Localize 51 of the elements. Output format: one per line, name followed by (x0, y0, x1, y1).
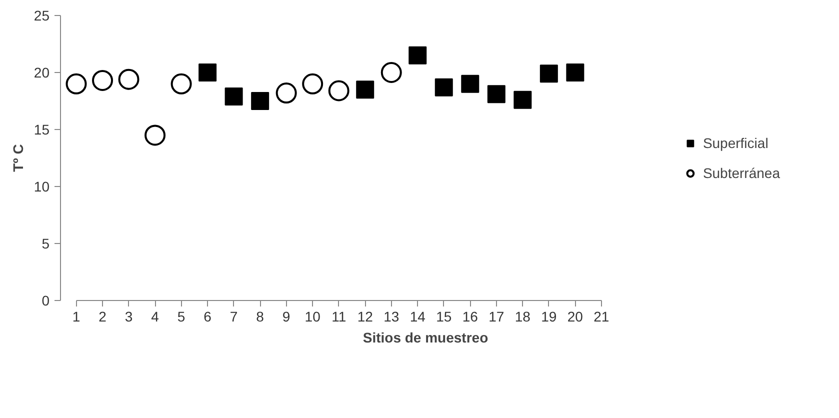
point (224, 87, 243, 106)
x-tick-label: 14 (410, 308, 426, 324)
x-tick-label: 16 (462, 308, 478, 324)
x-tick-label: 15 (436, 308, 452, 324)
x-tick-label: 7 (230, 308, 238, 324)
x-tick-label: 9 (282, 308, 290, 324)
y-tick-label: 5 (42, 236, 50, 252)
y-tick-label: 25 (34, 8, 50, 24)
point (434, 78, 453, 96)
point (251, 92, 270, 110)
point (487, 85, 506, 104)
legend-label: Subterránea (702, 164, 780, 180)
x-tick-label: 11 (332, 308, 346, 324)
point (408, 46, 427, 64)
y-tick-label: 0 (42, 292, 50, 308)
point (198, 64, 217, 82)
x-tick-label: 20 (567, 308, 584, 324)
x-tick-label: 10 (304, 308, 321, 324)
point (461, 74, 480, 93)
x-tick-label: 1 (72, 308, 80, 324)
x-tick-label: 17 (488, 308, 504, 324)
point (66, 73, 87, 94)
x-tick-label: 2 (98, 308, 107, 324)
x-tick-label: 12 (357, 308, 374, 324)
x-tick-label: 19 (541, 308, 557, 324)
x-tick-label: 6 (204, 308, 212, 324)
y-tick-label: 15 (34, 122, 50, 138)
point (276, 82, 297, 104)
x-tick-label: 8 (256, 308, 264, 324)
x-tick-label: 4 (151, 308, 160, 324)
x-tick-label: 13 (384, 308, 400, 324)
point (92, 70, 114, 91)
legend-label: Superficial (702, 134, 768, 150)
x-tick-label: 5 (177, 308, 186, 324)
x-tick-label: 18 (514, 308, 531, 324)
point (302, 73, 324, 94)
x-tick-label: 21 (594, 308, 610, 324)
y-axis-title: Tº C (10, 144, 26, 172)
point (328, 80, 350, 102)
point (144, 124, 166, 146)
point (356, 80, 374, 99)
point (514, 90, 532, 109)
y-tick-label: 10 (34, 178, 50, 194)
x-axis-title: Sitios de muestreo (362, 330, 488, 346)
y-tick-label: 20 (34, 64, 50, 80)
point (118, 68, 140, 90)
point (540, 64, 558, 83)
point (566, 64, 584, 82)
x-tick-label: 3 (124, 308, 133, 324)
point (380, 62, 402, 83)
point (170, 73, 192, 94)
